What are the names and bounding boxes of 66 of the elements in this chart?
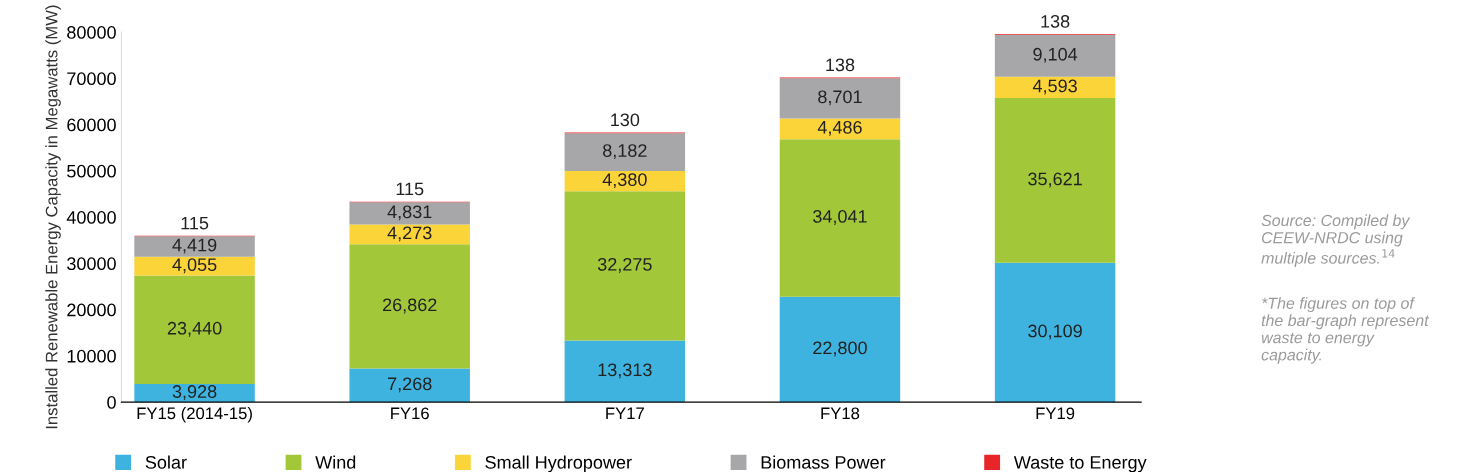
text: *The figures on top of the bar-graph represent waste to energy capacity.: [1261, 297, 1430, 364]
bar: [779, 118, 901, 140]
bar: [994, 262, 1116, 403]
legend-label: Wind: [315, 455, 356, 469]
data-label: 8,182: [603, 144, 647, 160]
data-label: 115: [396, 182, 424, 196]
x-tick-label: FY15 (2014-15): [137, 407, 252, 423]
data-label: 4,273: [387, 226, 432, 242]
bar: [349, 244, 470, 369]
data-label: 13,313: [598, 363, 652, 379]
data-label: 4,380: [602, 173, 647, 189]
data-label: 22,800: [813, 341, 867, 357]
y-tick-label: 0: [107, 396, 116, 409]
y-tick-label: 20000: [67, 303, 116, 317]
bar: [564, 191, 686, 341]
data-label: 4,055: [172, 258, 217, 274]
bar: [564, 133, 686, 172]
data-label: 9,104: [1033, 47, 1078, 63]
data-label: 23,440: [167, 321, 222, 337]
data-label: 4,593: [1032, 79, 1077, 95]
source-note: Source: Compiled by CEEW-NRDC using multiple sources.$^{14}$: [1261, 214, 1411, 267]
bar: [779, 296, 901, 403]
data-label: 30,109: [1028, 324, 1082, 340]
bar: [134, 256, 255, 276]
bar: [349, 224, 470, 245]
x-tick-label: FY19: [1036, 407, 1075, 420]
data-label: 35,621: [1028, 172, 1082, 188]
data-label: 130: [611, 113, 640, 127]
y-tick-label: 10000: [67, 349, 116, 363]
data-label: 4,486: [817, 120, 862, 136]
data-label: 32,275: [597, 257, 652, 273]
data-label: 3,928: [172, 385, 217, 401]
y-axis-title: Installed Renewable Energy Capacity in Megawatts (MW): [45, 5, 61, 429]
bar: [994, 34, 1116, 77]
y-tick-label: 60000: [67, 118, 116, 132]
legend-label: Solar: [145, 455, 187, 469]
data-label: 115: [181, 216, 209, 230]
legend-label: Waste to Energy: [1013, 456, 1147, 472]
bar: [994, 98, 1116, 263]
data-label: 8,701: [818, 90, 862, 106]
data-label: 26,862: [383, 298, 437, 314]
y-tick-label: 30000: [67, 257, 116, 271]
y-tick-label: 70000: [67, 72, 116, 86]
y-tick-label: 80000: [67, 26, 116, 39]
bar: [349, 202, 470, 225]
data-label: 138: [826, 58, 855, 72]
legend-label: Small Hydropower: [485, 455, 632, 472]
bar: [134, 236, 255, 257]
x-tick-label: FY16: [391, 407, 429, 420]
data-label: 138: [1041, 14, 1070, 28]
data-label: 4,831: [387, 205, 432, 221]
data-label: 34,041: [813, 210, 867, 225]
x-tick-label: FY18: [821, 407, 860, 420]
x-tick-label: FY17: [606, 407, 644, 420]
bar: [564, 340, 686, 403]
bar: [134, 275, 255, 384]
bar: [779, 78, 901, 119]
bar: [349, 368, 470, 403]
y-tick-label: 50000: [67, 164, 116, 178]
data-label: 4,419: [172, 238, 217, 254]
data-label: 7,268: [388, 377, 432, 393]
bar: [779, 139, 901, 297]
legend-label: Biomass Power: [761, 455, 886, 469]
bar: [564, 171, 686, 192]
bar: [994, 76, 1116, 99]
y-tick-label: 40000: [66, 211, 116, 224]
